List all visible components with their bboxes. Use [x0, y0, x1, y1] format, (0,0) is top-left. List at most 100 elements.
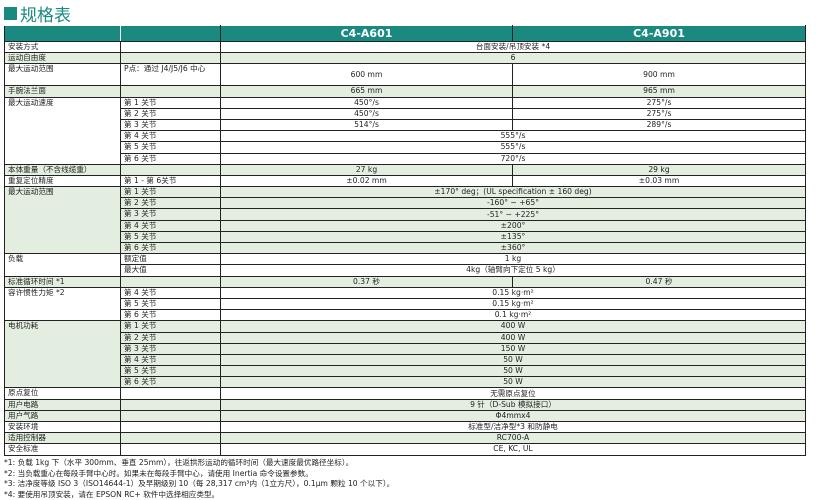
spec-sublabel: 第 3 关节	[120, 208, 221, 221]
value-shared: ±135°	[220, 230, 806, 244]
spec-sublabel: 第 2 关节	[120, 107, 221, 120]
table-row: 第 4 关节 ±200°	[5, 219, 806, 232]
spec-sublabel: 第 2 关节	[120, 331, 221, 344]
spec-sublabel	[120, 420, 221, 434]
spec-sublabel	[120, 409, 221, 423]
value-shared: 台面安装/吊顶安装 *4	[220, 40, 806, 54]
table-row: 手腕法兰面 665 mm 965 mm	[4, 85, 806, 98]
value-model-b: 275°/s	[512, 96, 806, 109]
value-shared: 555°/s	[220, 130, 806, 143]
spec-sublabel: 第 5 关节	[120, 141, 221, 154]
value-shared: 6	[220, 52, 806, 65]
footnote: *3: 洁净度等级 ISO 3（ISO14644-1）及早期级别 10（每 28…	[4, 479, 395, 488]
value-shared: 50 W	[220, 353, 806, 367]
value-shared: 标准型/洁净型*3 和防静电	[220, 420, 806, 434]
spec-label: 安装方式	[4, 40, 121, 54]
title-square-icon	[4, 6, 17, 20]
table-row: 第 6 关节 ±360°	[5, 241, 806, 255]
table-row: 最大运动速度第 1 关节 450°/s 275°/s	[4, 96, 806, 165]
value-shared: -160° ~ +65°	[220, 197, 806, 210]
spec-sublabel: 第 3 关节	[120, 118, 221, 132]
value-model-a: 450°/s	[220, 107, 513, 120]
spec-label: 电机功耗	[4, 320, 121, 389]
spec-sublabel	[120, 275, 221, 288]
spec-sublabel	[120, 52, 221, 65]
value-shared: ±200°	[220, 219, 806, 232]
table-row: 第 3 关节 514°/s 289°/s	[5, 118, 806, 132]
table-row: 第 3 关节 -51° ~ +225°	[5, 208, 806, 221]
value-model-a: ±0.02 mm	[220, 174, 513, 188]
spec-sublabel: 第 1 关节	[120, 320, 221, 333]
value-shared: 400 W	[220, 320, 806, 333]
spec-sublabel: 第 5 关节	[120, 365, 221, 378]
spec-label: 适用控制器	[4, 432, 121, 445]
table-row: 用户气路 Φ4mmx4	[4, 409, 806, 423]
footnote: *2: 当负载重心在每段手臂中心时。如果未在每段手臂中心，请使用 Inertia…	[4, 468, 313, 478]
spec-label: 最大运动范围	[4, 186, 121, 255]
spec-sublabel: 第 6 关节	[120, 309, 221, 322]
table-row: 第 2 关节 400 W	[5, 331, 806, 344]
spec-sublabel: 第 3 关节	[120, 342, 221, 355]
spec-sublabel: 第 6 关节	[120, 241, 221, 255]
table-row: 运动自由度 6	[4, 52, 806, 65]
spec-label: 标准循环时间 *1	[4, 275, 121, 288]
spec-label: 运动自由度	[4, 52, 121, 65]
value-shared: 555°/s	[220, 141, 806, 154]
value-model-a: 27 kg	[220, 163, 513, 176]
spec-sublabel	[120, 40, 221, 54]
footnote: *4: 要使用吊顶安装，请在 EPSON RC+ 软件中选择相应类型。	[4, 489, 220, 499]
spec-sublabel	[120, 398, 221, 411]
spec-label: 本体重量（不含线缆重）	[4, 163, 121, 176]
table-row: 安全标准 CE, KC, UL	[4, 443, 806, 456]
table-row: 最大运动范围 P点：通过 J4/J5/J6 中心 600 mm 900 mm	[4, 63, 806, 87]
value-model-a: 514°/s	[220, 118, 513, 132]
table-row: 第 4 关节 50 W	[5, 353, 806, 367]
value-shared: 720°/s	[220, 152, 806, 165]
table-row: 安装方式 台面安装/吊顶安装 *4	[4, 40, 806, 54]
spec-sublabel: 第 6 关节	[120, 376, 221, 389]
header-model-b: C4-A901	[512, 25, 806, 42]
spec-sublabel: 第 4 关节	[120, 286, 221, 299]
table-row: 第 3 关节 150 W	[5, 342, 806, 355]
value-model-a: 450°/s	[220, 96, 513, 109]
spec-sublabel	[120, 387, 221, 400]
spec-sublabel: 第 4 关节	[120, 219, 221, 232]
value-model-b: 900 mm	[512, 63, 806, 87]
page-title-text: 规格表	[20, 5, 71, 26]
value-shared: 50 W	[220, 376, 806, 389]
header-blank	[4, 25, 121, 42]
spec-table: C4-A601 C4-A901 安装方式 台面安装/吊顶安装 *4 运动自由度 6 最大…	[4, 25, 806, 456]
table-row: 第 2 关节 -160° ~ +65°	[5, 197, 806, 210]
header-model-a: C4-A601	[220, 25, 513, 42]
spec-label: 手腕法兰面	[4, 85, 121, 98]
value-model-b: 289°/s	[512, 118, 806, 132]
table-row: 第 6 关节 50 W	[5, 376, 806, 389]
value-shared: 4kg（轴臂向下定位 5 kg）	[220, 264, 806, 277]
table-row: 原点复位 无需原点复位	[4, 387, 806, 400]
spec-sublabel	[120, 432, 221, 445]
value-shared: 50 W	[220, 365, 806, 378]
value-shared: 1 kg	[220, 253, 806, 266]
spec-sublabel: P点：通过 J4/J5/J6 中心	[120, 63, 221, 87]
spec-label: 用户电路	[4, 398, 121, 411]
spec-sublabel: 第 1 - 第 6关节	[120, 174, 221, 188]
value-model-b: 0.47 秒	[512, 275, 806, 288]
table-row: 适用控制器 RC700-A	[4, 432, 806, 445]
value-shared: 0.15 kg·m²	[220, 286, 806, 299]
spec-sublabel: 第 4 关节	[120, 353, 221, 367]
value-shared: Φ4mmx4	[220, 409, 806, 423]
table-row: 第 2 关节 450°/s 275°/s	[5, 107, 806, 120]
value-model-a: 0.37 秒	[220, 275, 513, 288]
value-shared: 0.15 kg·m²	[220, 297, 806, 311]
value-model-b: 965 mm	[512, 85, 806, 98]
table-header-row: C4-A601 C4-A901	[4, 25, 806, 42]
value-model-a: 600 mm	[220, 63, 513, 87]
spec-sublabel: 第 4 关节	[120, 130, 221, 143]
header-blank	[120, 25, 221, 42]
value-model-b: 29 kg	[512, 163, 806, 176]
table-row: 第 6 关节 720°/s	[5, 152, 806, 165]
table-row: 第 5 关节 50 W	[5, 365, 806, 378]
table-row: 负载 额定值 1 kg	[4, 253, 806, 277]
table-row: 用户电路 9 针（D-Sub 模拟接口）	[4, 398, 806, 411]
table-row: 第 6 关节 0.1 kg·m²	[5, 309, 806, 322]
